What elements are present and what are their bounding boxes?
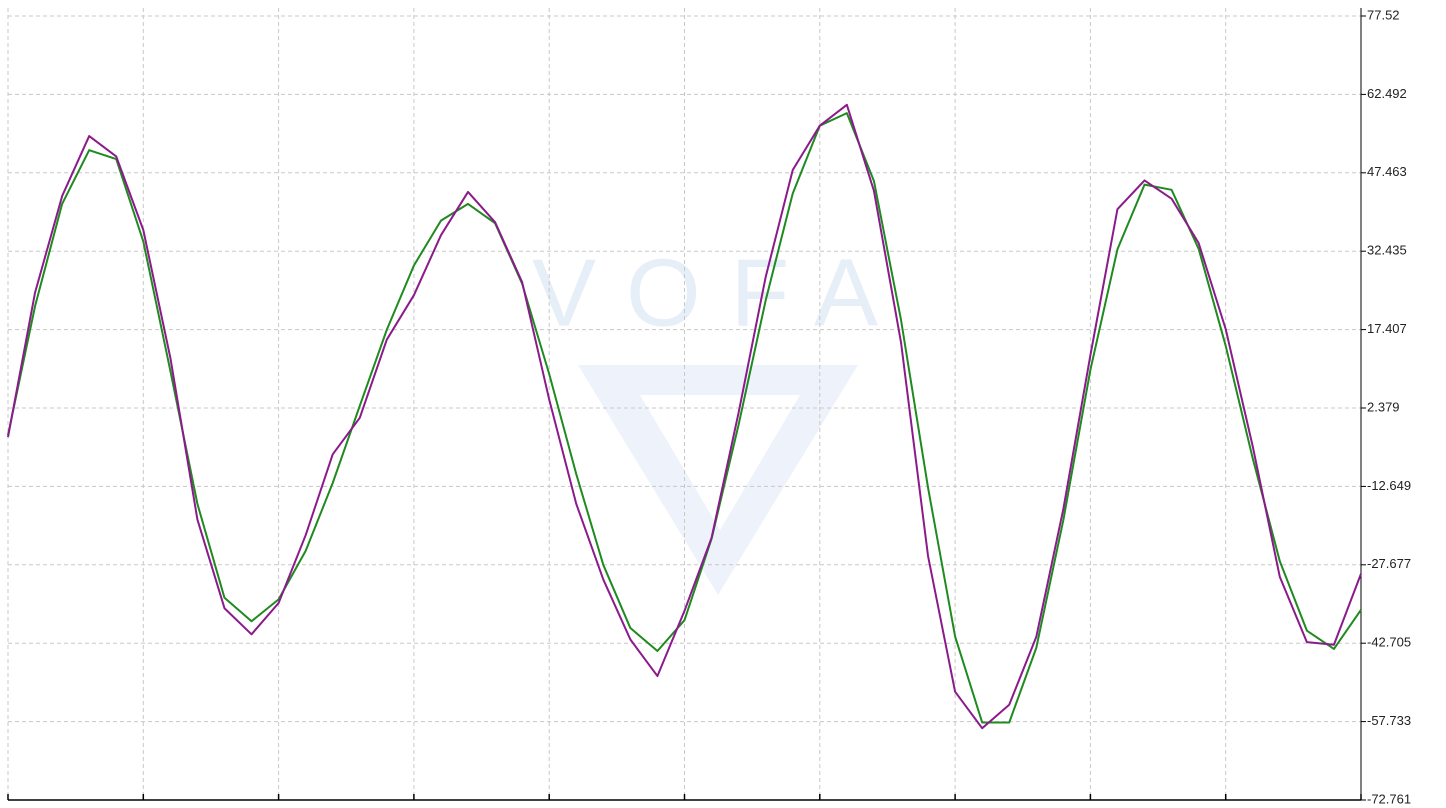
watermark: VOFA: [532, 239, 908, 346]
y-tick-label: -57.733: [1367, 713, 1411, 728]
y-tick-label: 77.52: [1367, 7, 1400, 22]
y-tick-label: -27.677: [1367, 556, 1411, 571]
y-tick-label: -72.761: [1367, 791, 1411, 806]
y-tick-label: 2.379: [1367, 399, 1400, 414]
watermark-logo-inner: [640, 395, 800, 530]
series-line: [7, 103, 1362, 730]
y-tick-label: 47.463: [1367, 164, 1407, 179]
y-tick-label: -42.705: [1367, 635, 1411, 650]
series-line: [7, 112, 1362, 724]
y-tick-label: 17.407: [1367, 321, 1407, 336]
y-tick-label: 32.435: [1367, 243, 1407, 258]
y-tick-label: 62.492: [1367, 86, 1407, 101]
y-tick-label: -12.649: [1367, 478, 1411, 493]
